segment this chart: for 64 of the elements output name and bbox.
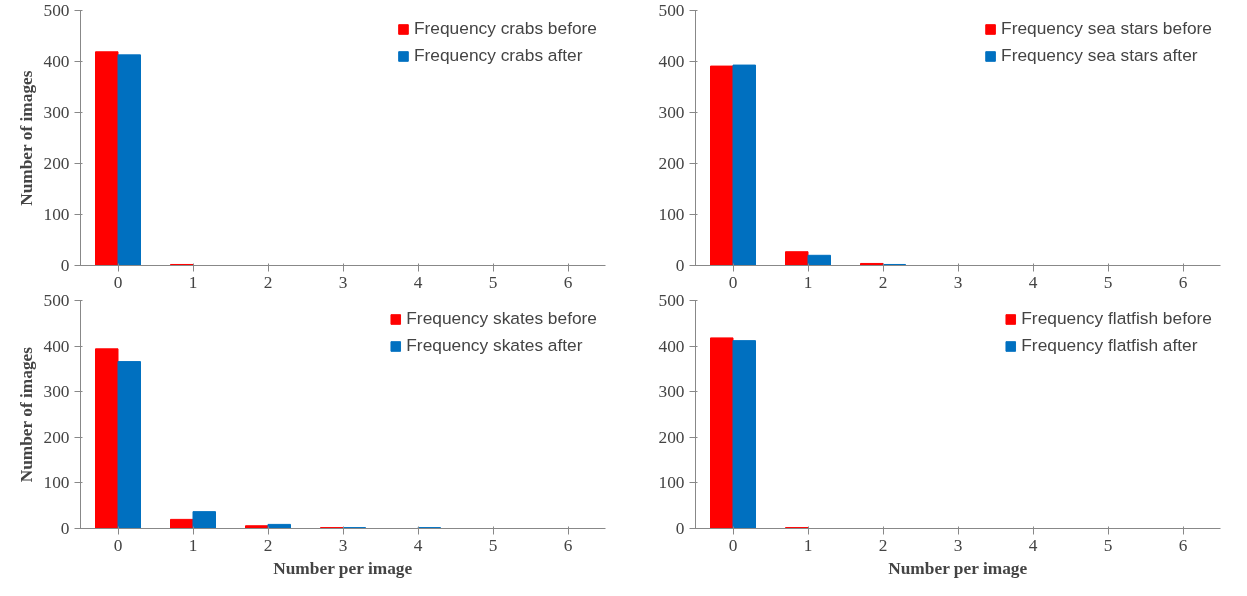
x-tick-label: 2 (878, 535, 888, 555)
y-tick-label: 400 (43, 52, 70, 71)
x-tick-label: 5 (1103, 272, 1113, 292)
y-tick-label: 100 (43, 473, 70, 493)
x-tick-label: 1 (803, 272, 813, 292)
y-axis-title: Number of images (16, 346, 36, 483)
x-tick-label: 6 (1178, 535, 1188, 555)
y-tick-label: 300 (43, 382, 70, 402)
x-tick-label: 1 (188, 272, 198, 292)
x-tick-label: 0 (113, 535, 123, 555)
x-tick-label: 5 (488, 272, 498, 292)
x-tick-label: 1 (803, 535, 813, 555)
y-tick-label: 300 (658, 382, 685, 402)
y-tick-label: 0 (675, 256, 685, 275)
legend-label: Frequency flatfish before (1021, 308, 1212, 329)
y-tick-label: 100 (43, 205, 70, 224)
y-tick-label: 500 (658, 291, 685, 310)
x-axis-title: Number per image (888, 558, 1028, 578)
x-tick-label: 6 (563, 272, 573, 292)
y-tick-label: 400 (43, 336, 70, 356)
y-tick-label: 300 (43, 103, 70, 122)
y-tick-label: 200 (43, 154, 70, 173)
x-tick-label: 6 (563, 535, 573, 555)
x-tick-label: 0 (113, 272, 123, 292)
legend-label: Frequency sea stars before (1001, 18, 1212, 39)
y-tick-label: 100 (658, 473, 685, 493)
x-tick-label: 3 (338, 535, 348, 555)
x-tick-label: 2 (263, 535, 273, 555)
y-axis-title: Number of images (16, 70, 36, 206)
y-tick-label: 500 (658, 1, 685, 20)
legend-label: Frequency flatfish after (1021, 335, 1198, 356)
y-tick-label: 200 (658, 154, 685, 173)
x-tick-label: 3 (338, 272, 348, 292)
y-tick-label: 100 (658, 205, 685, 224)
legend-label: Frequency skates before (406, 308, 597, 329)
y-tick-label: 500 (43, 1, 70, 20)
y-tick-label: 200 (658, 427, 685, 447)
x-tick-label: 1 (188, 535, 198, 555)
x-tick-label: 0 (728, 535, 738, 555)
y-tick-label: 400 (658, 52, 685, 71)
x-tick-label: 4 (413, 272, 423, 292)
x-tick-label: 3 (953, 535, 963, 555)
y-tick-label: 300 (658, 103, 685, 122)
x-tick-label: 2 (878, 272, 888, 292)
y-tick-label: 0 (675, 519, 685, 538)
y-tick-label: 500 (43, 291, 70, 310)
x-tick-label: 2 (263, 272, 273, 292)
x-tick-label: 5 (488, 535, 498, 555)
legend-label: Frequency skates after (406, 335, 583, 356)
y-tick-label: 400 (658, 336, 685, 356)
legend-label: Frequency crabs after (413, 45, 583, 66)
x-tick-label: 4 (1028, 272, 1038, 292)
x-tick-label: 5 (1103, 535, 1113, 555)
y-tick-label: 200 (43, 427, 70, 447)
x-tick-label: 0 (728, 272, 738, 292)
y-tick-label: 0 (60, 519, 70, 538)
x-tick-label: 3 (953, 272, 963, 292)
legend-label: Frequency crabs before (413, 18, 597, 39)
x-tick-label: 4 (1028, 535, 1038, 555)
x-axis-title: Number per image (273, 558, 413, 578)
x-tick-label: 4 (413, 535, 423, 555)
y-tick-label: 0 (60, 256, 70, 275)
legend-label: Frequency sea stars after (1001, 45, 1198, 66)
x-tick-label: 6 (1178, 272, 1188, 292)
